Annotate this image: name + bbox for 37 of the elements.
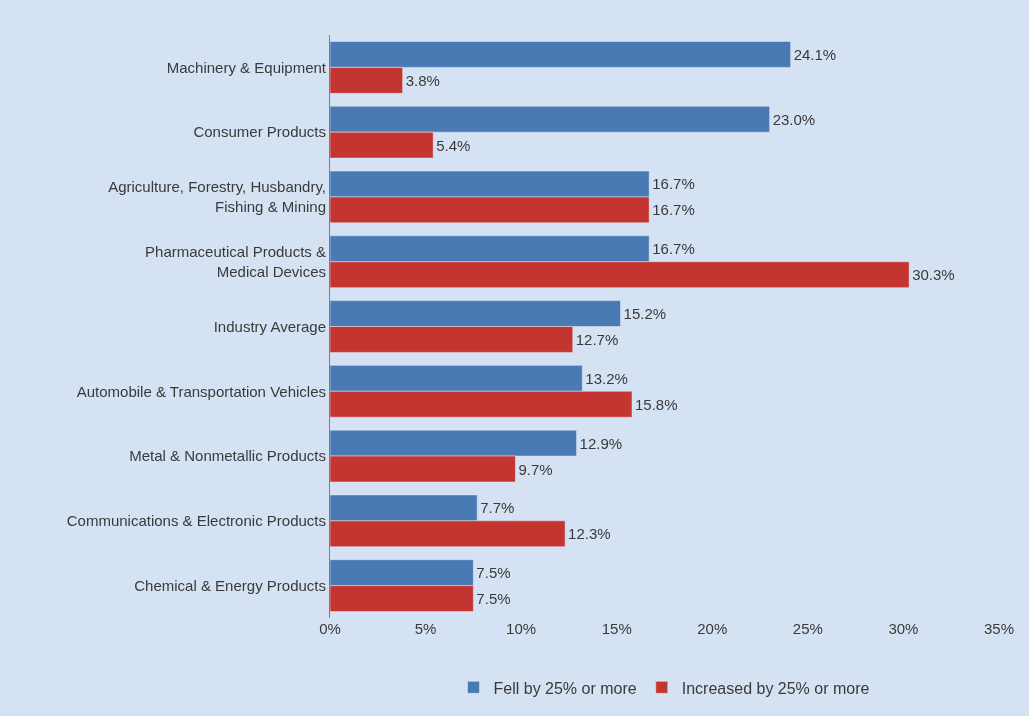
y-tick-label: Chemical & Energy Products — [134, 576, 326, 594]
y-tick-label: Machinery & Equipment — [166, 58, 327, 76]
data-label: 7.5% — [476, 590, 511, 608]
y-tick-label: Automobile & Transportation Vehicles — [76, 382, 326, 400]
x-tick-label: 10% — [506, 620, 537, 637]
data-label: 12.3% — [568, 525, 611, 543]
data-label: 9.7% — [518, 460, 553, 478]
y-tick-label: Metal & Nonmetallic Products — [129, 447, 326, 465]
data-label: 15.2% — [623, 305, 667, 323]
y-tick-label: Consumer Products — [193, 123, 326, 141]
x-tick-label: 30% — [888, 620, 919, 637]
y-tick-label: Industry Average — [213, 317, 326, 335]
data-label: 16.7% — [652, 240, 695, 258]
data-label: 16.7% — [652, 201, 695, 219]
data-label: 13.2% — [585, 369, 628, 387]
data-label: 15.8% — [635, 395, 678, 413]
x-tick-label: 35% — [983, 620, 1015, 637]
data-label: 7.5% — [476, 564, 511, 582]
data-label: 23.0% — [772, 110, 816, 128]
data-label: 7.7% — [480, 499, 515, 517]
data-label: 16.7% — [652, 175, 695, 193]
data-label: 12.9% — [579, 434, 623, 452]
data-label: 5.4% — [436, 136, 471, 154]
x-tick-label: 25% — [792, 620, 823, 637]
x-tick-label: 20% — [697, 620, 728, 637]
x-tick-label: 5% — [414, 620, 437, 637]
y-tick-label: Pharmaceutical Products & Medical Devices — [145, 243, 326, 280]
data-label: 30.3% — [912, 266, 955, 284]
data-label: 12.7% — [575, 330, 619, 348]
legend-label: Fell by 25% or more — [493, 679, 637, 697]
x-tick-label: 15% — [601, 620, 632, 637]
legend-label: Increased by 25% or more — [681, 679, 870, 697]
data-label: 3.8% — [405, 71, 440, 89]
y-tick-label: Agriculture, Forestry, Husbandry, Fishing & Mining — [108, 178, 326, 215]
y-tick-label: Communications & Electronic Products — [66, 512, 326, 530]
x-tick-label: 0% — [319, 620, 341, 637]
data-label: 24.1% — [793, 45, 837, 63]
